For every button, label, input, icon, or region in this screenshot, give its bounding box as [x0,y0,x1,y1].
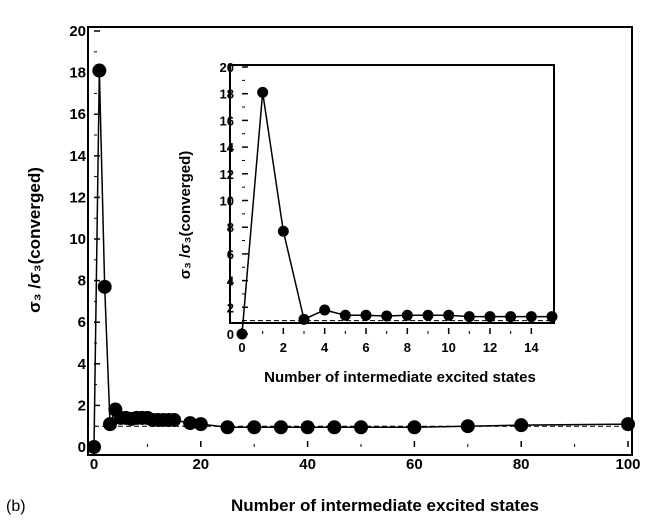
main-x-axis-label: Number of intermediate excited states [231,496,539,515]
inset-x-tick-label: 6 [362,340,369,355]
inset-x-tick-label: 8 [404,340,411,355]
main-x-tick-label: 20 [192,456,209,473]
inset-x-tick-label: 0 [238,340,245,355]
inset-y-tick-label: 4 [227,274,235,289]
inset-x-tick-label: 14 [524,340,539,355]
main-y-tick-label: 14 [69,148,86,165]
main-data-point [514,418,529,433]
main-y-tick-label: 18 [69,65,86,82]
inset-y-tick-label: 12 [220,167,234,182]
inset-y-tick-label: 2 [227,300,234,315]
main-data-point [220,420,235,435]
main-data-point [103,417,118,432]
main-y-tick-label: 2 [78,397,86,414]
main-y-tick-label: 0 [78,439,86,456]
inset-data-point [443,309,455,321]
inset-y-tick-label: 0 [227,327,234,342]
inset-data-point [298,313,310,325]
inset-series-line [241,92,552,335]
inset-y-tick-label: 16 [220,113,234,128]
main-data-point [193,417,208,432]
main-data-point [273,420,288,435]
inset-data-point [236,328,248,340]
main-y-tick-label: 12 [69,189,86,206]
inset-y-tick-label: 18 [220,87,234,102]
inset-y-tick-label: 8 [227,220,234,235]
panel-label: (b) [6,498,26,515]
main-x-tick-label: 60 [406,456,423,473]
inset-y-tick-label: 6 [227,247,234,262]
inset-y-tick-label: 10 [220,194,234,209]
main-data-point [621,417,635,432]
inset-data-point [422,309,434,321]
inset-x-tick-label: 12 [483,340,497,355]
main-data-point [183,416,198,431]
inset-background [230,65,554,323]
main-x-tick-label: 0 [90,456,98,473]
main-y-tick-label: 16 [69,106,86,123]
main-data-point [97,279,112,294]
main-data-point [460,419,475,434]
main-data-point [92,63,107,78]
inset-y-tick-label: 14 [220,140,235,155]
main-data-point [167,412,182,427]
main-y-axis-label: σ₃ /σ₃(converged) [25,167,44,313]
inset-data-point [463,311,475,323]
inset-data-point [319,304,331,316]
inset-data-point [484,311,496,323]
inset-x-tick-label: 10 [441,340,455,355]
inset-plot-frame [229,64,555,324]
inset-data-point [360,309,372,321]
inset-y-tick-label: 20 [220,60,234,75]
main-y-tick-label: 10 [69,231,86,248]
inset-x-tick-label: 2 [280,340,287,355]
inset-data-point [339,309,351,321]
inset-data-point [277,225,289,237]
main-data-point [327,420,342,435]
main-x-tick-label: 100 [615,456,640,473]
main-data-point [247,420,262,435]
main-y-tick-label: 8 [78,273,86,290]
inset-data-point [525,311,537,323]
inset-x-axis-label: Number of intermediate excited states [264,369,536,386]
inset-y-axis-label: σ₃ /σ₃(converged) [177,151,194,280]
inset-x-tick-label: 4 [321,340,329,355]
main-x-tick-label: 40 [299,456,316,473]
main-data-point [300,420,315,435]
main-plot-frame [87,26,633,456]
main-y-tick-label: 6 [78,314,86,331]
main-data-point [87,440,101,454]
main-y-tick-label: 20 [69,23,86,40]
inset-data-point [381,310,393,322]
inset-data-point [257,86,269,98]
inset-data-point [546,311,558,323]
inset-data-point [401,309,413,321]
main-y-tick-label: 4 [78,356,87,373]
main-data-point [407,420,422,435]
main-data-point [354,420,368,435]
main-x-tick-label: 80 [513,456,530,473]
inset-data-point [505,311,517,323]
